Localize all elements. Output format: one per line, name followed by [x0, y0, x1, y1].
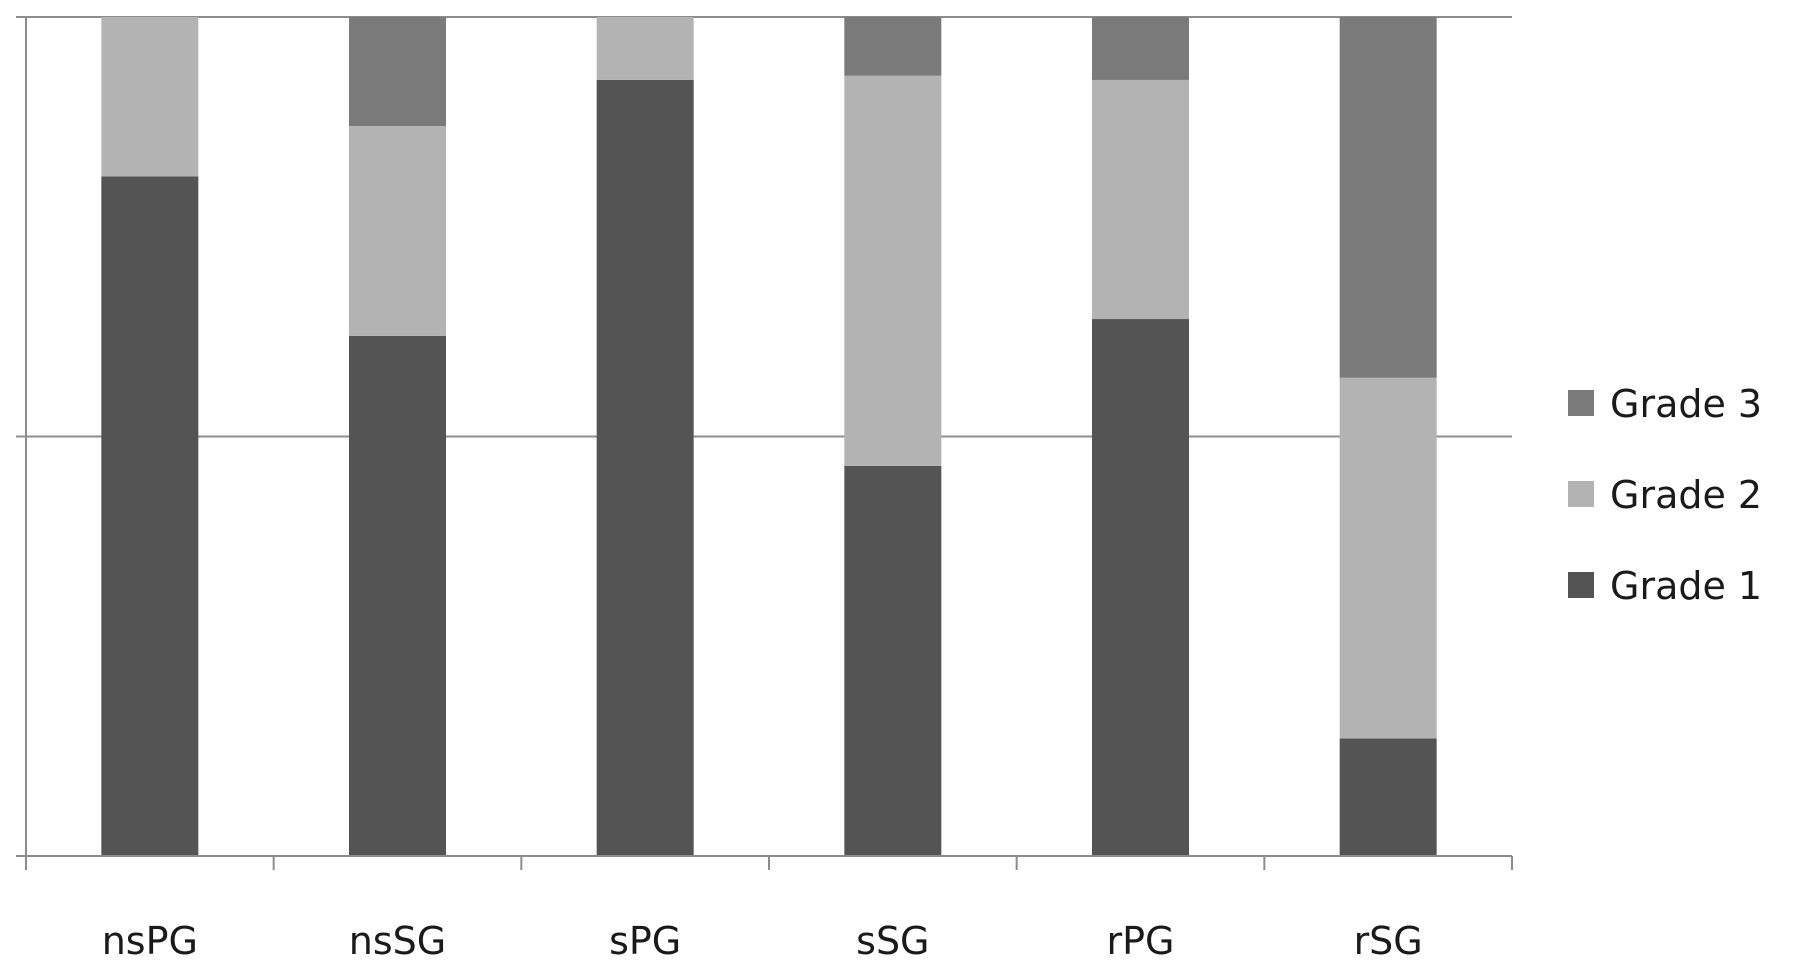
bar-rSG-grade-3	[1339, 17, 1437, 378]
bar-sSG-grade-1	[844, 465, 942, 856]
bar-sSG-grade-2	[844, 75, 942, 466]
x-tick-label: nsSG	[349, 919, 446, 963]
x-tick-label: rPG	[1107, 919, 1175, 963]
bar-rSG-grade-2	[1339, 377, 1437, 739]
legend-swatch-grade-2	[1568, 481, 1594, 507]
legend-label-grade-3: Grade 3	[1610, 382, 1762, 426]
legend: Grade 3 Grade 2 Grade 1	[1568, 382, 1762, 608]
bar-nsSG-grade-3	[349, 17, 446, 127]
bar-sPG-grade-2	[596, 17, 694, 80]
gridlines	[16, 16, 1512, 438]
bar-nsPG-grade-2	[101, 17, 199, 177]
bar-nsSG-grade-2	[349, 126, 446, 336]
x-tick-label: nsPG	[102, 919, 198, 963]
bar-rPG-grade-3	[1092, 17, 1189, 80]
x-tick-labels: nsPG nsSG sPG sSG rPG rSG	[102, 919, 1423, 963]
legend-label-grade-1: Grade 1	[1610, 564, 1762, 608]
bar-nsPG-grade-1	[101, 176, 199, 856]
x-tick-label: sPG	[609, 919, 681, 963]
bar-rPG-grade-1	[1092, 319, 1189, 856]
bar-nsSG-grade-1	[349, 335, 446, 856]
legend-label-grade-2: Grade 2	[1610, 473, 1762, 517]
bar-rPG-grade-2	[1092, 79, 1189, 320]
legend-swatch-grade-1	[1568, 572, 1594, 598]
bar-rSG-grade-1	[1339, 738, 1437, 856]
x-tick-label: rSG	[1354, 919, 1423, 963]
legend-swatch-grade-3	[1568, 390, 1594, 416]
bar-sSG-grade-3	[844, 17, 942, 76]
bar-sPG-grade-1	[596, 79, 694, 857]
bars	[101, 17, 1437, 857]
x-tick-label: sSG	[856, 919, 929, 963]
axes	[16, 17, 1513, 870]
